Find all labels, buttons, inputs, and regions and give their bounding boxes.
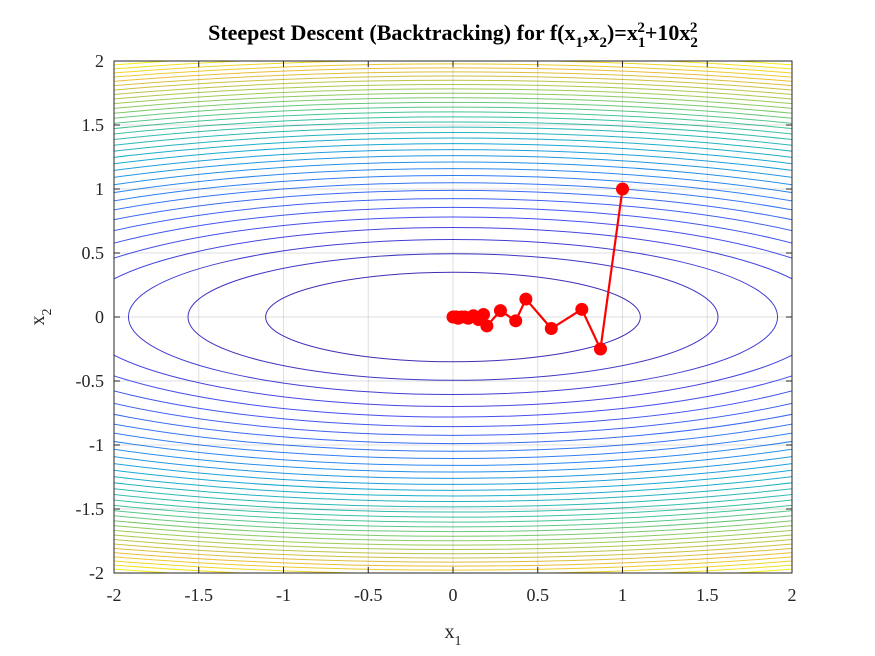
tick-marks bbox=[113, 60, 793, 574]
contour-line bbox=[114, 198, 792, 436]
contour-line bbox=[114, 88, 792, 546]
x-tick-label: 2 bbox=[788, 585, 797, 605]
y-axis-label: x2 bbox=[27, 309, 55, 326]
x-tick-label: -2 bbox=[107, 585, 122, 605]
y-tick-label: 1.5 bbox=[82, 115, 105, 135]
x-tick-label: 1 bbox=[618, 585, 627, 605]
contour-line bbox=[114, 155, 792, 479]
y-tick-label: -1.5 bbox=[76, 499, 105, 519]
data-point bbox=[493, 304, 507, 318]
chart-title: Steepest Descent (Backtracking) for f(x1… bbox=[208, 20, 698, 51]
x-tick-label: -0.5 bbox=[354, 585, 383, 605]
grid-lines bbox=[113, 60, 793, 574]
y-tick-labels: -2 -1.5 -1 -0.5 0 0.5 1 1.5 2 bbox=[76, 51, 105, 583]
x-tick-label: 1.5 bbox=[696, 585, 719, 605]
contour-line bbox=[114, 92, 792, 542]
contour-line bbox=[265, 271, 641, 363]
contour-line bbox=[114, 137, 792, 497]
data-point bbox=[519, 292, 533, 306]
data-point bbox=[544, 322, 558, 336]
contour-line bbox=[114, 79, 792, 555]
contour-line bbox=[114, 149, 792, 485]
contour-line bbox=[114, 143, 792, 491]
contour-line bbox=[114, 116, 792, 518]
contour-line bbox=[114, 111, 792, 523]
y-tick-label: -2 bbox=[89, 563, 104, 583]
data-point bbox=[616, 182, 629, 196]
contour-line bbox=[114, 121, 792, 513]
contour-lines bbox=[114, 61, 792, 573]
contour-line bbox=[114, 161, 792, 473]
contour-line bbox=[187, 253, 719, 381]
title-part: +10x bbox=[645, 20, 691, 45]
contour-line bbox=[114, 84, 792, 550]
data-point bbox=[509, 314, 523, 328]
descent-path bbox=[446, 182, 629, 356]
x-axis-label: x1 bbox=[445, 621, 462, 649]
contour-line bbox=[114, 97, 792, 537]
contour-line bbox=[114, 206, 792, 428]
y-tick-label: -0.5 bbox=[76, 371, 105, 391]
contour-line bbox=[114, 67, 792, 567]
title-part: Steepest Descent (Backtracking) for f(x bbox=[208, 20, 575, 45]
title-part: )=x bbox=[607, 20, 638, 45]
contour-line bbox=[114, 106, 792, 528]
contour-line bbox=[114, 175, 792, 459]
data-point bbox=[575, 302, 589, 316]
contour-line bbox=[114, 168, 792, 466]
y-tick-label: 0.5 bbox=[82, 243, 105, 263]
title-part: 2 bbox=[690, 20, 698, 36]
contour-line bbox=[114, 132, 792, 502]
x-tick-labels: -2 -1.5 -1 -0.5 0 0.5 1 1.5 2 bbox=[107, 585, 797, 605]
contour-line bbox=[127, 238, 779, 396]
x-tick-label: -1 bbox=[276, 585, 291, 605]
y-tick-label: 0 bbox=[95, 307, 104, 327]
title-part: 1 bbox=[575, 35, 583, 51]
y-tick-label: -1 bbox=[89, 435, 104, 455]
title-part: 2 bbox=[599, 35, 607, 51]
x-tick-label: -1.5 bbox=[185, 585, 214, 605]
y-tick-label: 1 bbox=[95, 179, 104, 199]
x-tick-label: 0 bbox=[449, 585, 458, 605]
y-tick-label: 2 bbox=[95, 51, 104, 71]
contour-line bbox=[114, 227, 792, 407]
contour-line bbox=[114, 126, 792, 508]
contour-line bbox=[114, 189, 792, 445]
title-part: 2 bbox=[690, 35, 698, 51]
x-tick-label: 0.5 bbox=[527, 585, 550, 605]
contour-line bbox=[114, 71, 792, 563]
data-point bbox=[446, 310, 460, 324]
contour-line bbox=[114, 182, 792, 452]
contour-line bbox=[114, 216, 792, 418]
title-part: 1 bbox=[638, 35, 646, 51]
contour-line bbox=[114, 75, 792, 559]
title-part: ,x bbox=[583, 20, 600, 45]
data-point bbox=[593, 342, 607, 356]
title-part: 2 bbox=[637, 20, 645, 36]
contour-line bbox=[114, 101, 792, 533]
